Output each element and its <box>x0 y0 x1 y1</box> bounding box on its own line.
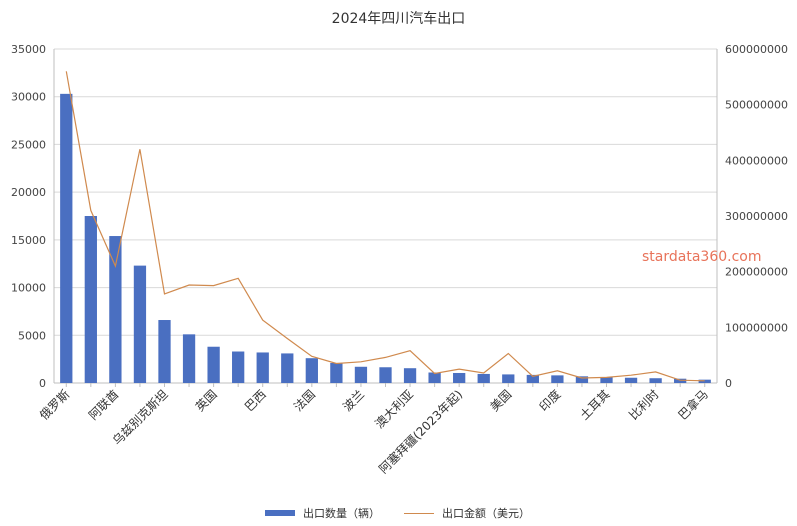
bar[interactable] <box>379 367 392 383</box>
bar[interactable] <box>698 379 711 383</box>
bar[interactable] <box>84 216 97 383</box>
x-tick-label: 巴拿马 <box>675 387 711 423</box>
bar[interactable] <box>649 378 662 383</box>
bar[interactable] <box>453 372 466 383</box>
bar[interactable] <box>109 236 122 383</box>
bar[interactable] <box>674 378 687 383</box>
x-tick-label: 英国 <box>193 387 220 414</box>
y-left-tick-label: 20000 <box>11 186 46 199</box>
x-tick-label: 法国 <box>291 387 318 414</box>
legend-label-line: 出口金额（美元） <box>442 507 530 520</box>
bar[interactable] <box>232 351 245 383</box>
bar[interactable] <box>403 368 417 383</box>
bar[interactable] <box>477 373 490 383</box>
x-tick-label: 美国 <box>488 387 515 414</box>
x-tick-label: 俄罗斯 <box>37 387 72 422</box>
x-tick-label: 土耳其 <box>577 387 612 422</box>
bar[interactable] <box>354 366 368 383</box>
y-right-tick-label: 400000000 <box>725 154 788 167</box>
y-left-tick-label: 10000 <box>11 282 46 295</box>
x-tick-label: 阿塞拜疆(2023年起) <box>376 387 466 477</box>
legend-swatch-bar <box>265 510 295 516</box>
bar[interactable] <box>575 376 589 383</box>
y-right-tick-label: 600000000 <box>725 43 788 56</box>
x-tick-label: 阿联酋 <box>85 387 121 423</box>
y-right-tick-label: 100000000 <box>725 321 788 334</box>
legend-label-bar: 出口数量（辆） <box>303 507 380 520</box>
legend-item-line[interactable]: 出口金额（美元） <box>404 505 530 521</box>
y-right-tick-label: 200000000 <box>725 266 788 279</box>
bar[interactable] <box>551 375 564 383</box>
bar[interactable] <box>60 93 73 383</box>
y-left-tick-label: 0 <box>39 377 46 390</box>
x-tick-label: 波兰 <box>340 387 367 414</box>
bar[interactable] <box>305 358 318 383</box>
y-left-tick-label: 15000 <box>11 234 46 247</box>
bar[interactable] <box>158 320 171 383</box>
bar[interactable] <box>330 362 343 383</box>
y-left-tick-label: 35000 <box>11 43 46 56</box>
bar[interactable] <box>182 334 196 383</box>
bar[interactable] <box>256 352 269 383</box>
x-tick-label: 印度 <box>536 387 564 415</box>
bar[interactable] <box>600 377 613 383</box>
bar[interactable] <box>281 353 294 383</box>
y-right-tick-label: 300000000 <box>725 210 788 223</box>
bar[interactable] <box>133 265 147 383</box>
bar[interactable] <box>428 372 441 383</box>
y-right-tick-label: 0 <box>725 377 732 390</box>
y-left-tick-label: 25000 <box>11 138 46 151</box>
x-tick-label: 澳大利亚 <box>372 387 416 431</box>
y-left-tick-label: 5000 <box>18 329 46 342</box>
y-right-tick-label: 500000000 <box>725 99 788 112</box>
watermark-text: stardata360.com <box>642 249 762 265</box>
bar[interactable] <box>502 374 515 383</box>
x-tick-label: 比利时 <box>626 387 661 422</box>
legend-item-bar[interactable]: 出口数量（辆） <box>265 505 380 521</box>
chart-title: 2024年四川汽车出口 <box>331 11 466 27</box>
legend-swatch-line <box>404 512 434 514</box>
amount-line[interactable] <box>65 71 705 382</box>
y-left-tick-label: 30000 <box>11 91 46 104</box>
bar[interactable] <box>526 374 539 383</box>
bar[interactable] <box>207 346 220 383</box>
bar[interactable] <box>624 377 638 383</box>
x-tick-label: 巴西 <box>242 387 269 414</box>
